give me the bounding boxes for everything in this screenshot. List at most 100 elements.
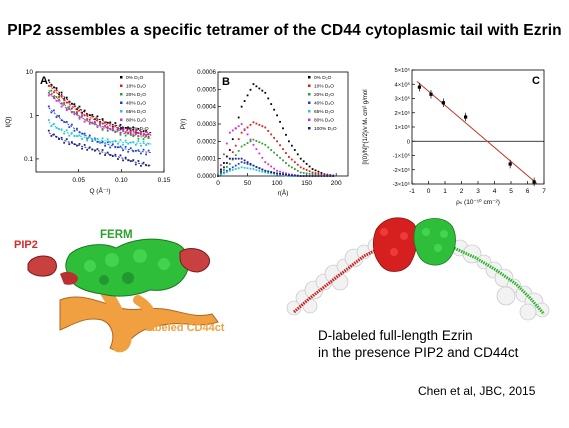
data-point bbox=[240, 157, 243, 160]
data-point bbox=[311, 175, 314, 177]
legend-entry: 0% D₂O bbox=[126, 75, 144, 81]
legend-marker bbox=[120, 84, 123, 87]
data-point bbox=[137, 137, 140, 140]
plot-frame bbox=[411, 69, 545, 185]
legend-entry: 20% D₂O bbox=[314, 92, 334, 98]
data-point bbox=[220, 172, 222, 174]
data-point bbox=[290, 166, 293, 169]
data-point bbox=[320, 173, 323, 176]
figure-title: PIP2 assembles a specific tetramer of th… bbox=[7, 22, 562, 39]
data-point bbox=[299, 171, 302, 174]
data-point bbox=[101, 127, 104, 130]
data-point bbox=[270, 133, 273, 136]
data-point bbox=[464, 115, 468, 119]
x-tick-label: 0.15 bbox=[158, 177, 171, 184]
data-point bbox=[240, 131, 243, 134]
data-point bbox=[145, 144, 147, 146]
data-point bbox=[249, 138, 252, 141]
data-point bbox=[508, 162, 512, 166]
data-point bbox=[76, 144, 78, 147]
data-point bbox=[47, 94, 50, 97]
envelope-sphere bbox=[496, 286, 516, 306]
legend-marker bbox=[120, 76, 123, 79]
data-point bbox=[70, 131, 73, 134]
data-point bbox=[83, 109, 86, 112]
data-point bbox=[314, 169, 317, 172]
data-point bbox=[109, 122, 112, 125]
data-point bbox=[225, 142, 228, 145]
data-point bbox=[78, 134, 81, 137]
data-point bbox=[101, 149, 104, 151]
data-point bbox=[314, 175, 317, 177]
data-point bbox=[240, 145, 243, 148]
data-point bbox=[117, 158, 119, 160]
envelope-sphere bbox=[286, 300, 302, 316]
data-point bbox=[220, 168, 222, 171]
data-point bbox=[134, 163, 137, 166]
fit-curve bbox=[48, 107, 152, 154]
data-point bbox=[50, 111, 53, 114]
x-tick-label: 5 bbox=[509, 188, 513, 195]
data-point bbox=[99, 152, 101, 155]
data-point bbox=[240, 166, 243, 169]
data-point bbox=[243, 128, 246, 131]
domain-bump bbox=[380, 228, 388, 236]
y-tick-label: 3×10⁵ bbox=[395, 96, 411, 103]
data-point bbox=[70, 123, 73, 126]
data-point bbox=[78, 116, 81, 119]
domain-bump bbox=[434, 244, 442, 252]
data-point bbox=[237, 157, 240, 160]
data-point bbox=[255, 122, 258, 125]
data-point bbox=[134, 130, 137, 133]
data-point bbox=[261, 156, 264, 159]
data-point bbox=[106, 126, 109, 128]
full-length-ezrin-model bbox=[286, 217, 550, 321]
data-point bbox=[60, 136, 63, 139]
data-point bbox=[58, 93, 60, 96]
data-point bbox=[246, 167, 249, 170]
data-point bbox=[122, 159, 124, 162]
ferm-domain-model bbox=[65, 238, 190, 297]
data-point bbox=[240, 123, 243, 125]
data-point bbox=[122, 127, 124, 130]
data-point bbox=[270, 149, 273, 151]
data-point bbox=[246, 161, 249, 164]
ezrin-caption: D-labeled full-length Ezrin in the prese… bbox=[318, 327, 518, 361]
data-point bbox=[246, 126, 249, 129]
data-point bbox=[117, 129, 119, 132]
data-point bbox=[68, 101, 71, 104]
data-point bbox=[243, 166, 246, 169]
data-point bbox=[299, 157, 302, 160]
data-point bbox=[264, 169, 267, 172]
data-point bbox=[308, 165, 311, 168]
data-point bbox=[282, 173, 284, 176]
data-point bbox=[264, 161, 267, 164]
data-point bbox=[282, 171, 284, 174]
data-point bbox=[320, 172, 323, 174]
y-tick-label: 0.0005 bbox=[197, 86, 216, 93]
data-point bbox=[285, 133, 287, 136]
data-point bbox=[145, 135, 147, 138]
data-point bbox=[290, 174, 293, 177]
data-point bbox=[276, 140, 278, 143]
y-tick-label: 5×10⁵ bbox=[395, 67, 411, 74]
data-point bbox=[96, 137, 99, 140]
data-point bbox=[228, 149, 231, 151]
caption-line-2: in the presence PIP2 and CD44ct bbox=[318, 345, 519, 360]
green-ferm-domain bbox=[413, 218, 456, 266]
domain-bump bbox=[440, 230, 448, 238]
data-point bbox=[308, 175, 311, 177]
data-point bbox=[302, 172, 305, 174]
data-point bbox=[58, 96, 60, 98]
y-tick-label: 1×10⁵ bbox=[395, 124, 411, 131]
data-point bbox=[240, 161, 243, 164]
data-point bbox=[132, 141, 135, 143]
data-point bbox=[50, 93, 53, 96]
data-point bbox=[55, 87, 58, 90]
data-point bbox=[255, 148, 258, 151]
legend-marker bbox=[120, 127, 123, 130]
data-point bbox=[99, 122, 101, 125]
data-point bbox=[58, 115, 60, 117]
y-axis-label: P(r) bbox=[180, 119, 187, 130]
data-point bbox=[65, 109, 68, 112]
